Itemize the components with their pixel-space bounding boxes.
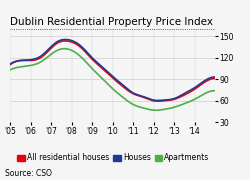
- Text: Dublin Residential Property Price Index: Dublin Residential Property Price Index: [10, 17, 213, 27]
- Text: Source: CSO: Source: CSO: [5, 169, 52, 178]
- Legend: All residential houses, Houses, Apartments: All residential houses, Houses, Apartmen…: [14, 150, 213, 165]
